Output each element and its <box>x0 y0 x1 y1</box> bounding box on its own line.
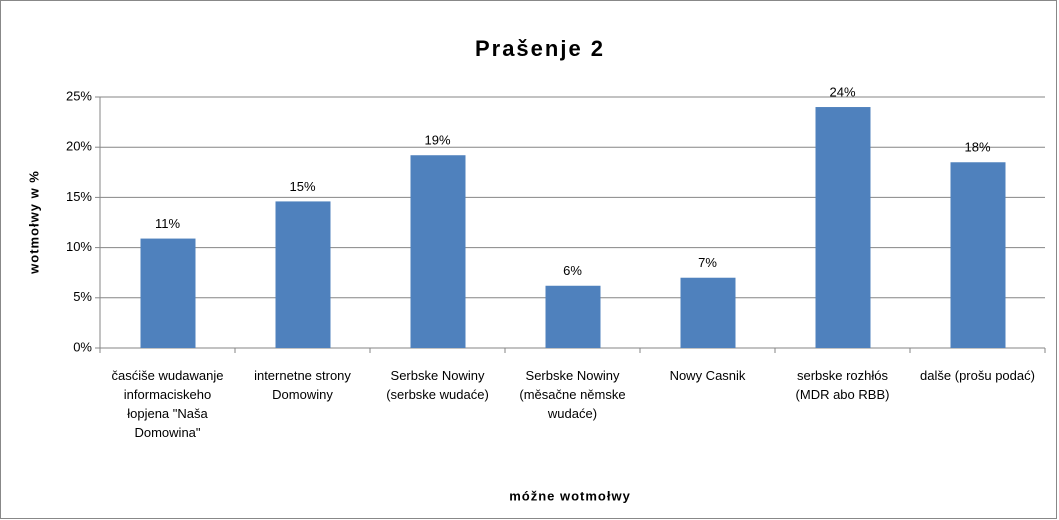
value-label: 19% <box>424 133 450 148</box>
bar <box>815 107 871 348</box>
value-label: 24% <box>829 84 855 99</box>
bar <box>140 238 196 348</box>
x-tick-label: dalše (prošu podać) <box>920 368 1035 383</box>
chart-title: Prašenje 2 <box>475 36 605 61</box>
bar <box>950 162 1006 348</box>
bar <box>680 277 736 348</box>
y-tick-label: 15% <box>66 189 92 204</box>
y-tick-label: 25% <box>66 88 92 103</box>
x-tick-label: Serbske Nowiny (měsačne němske wudaće) <box>519 368 626 421</box>
y-tick-label: 5% <box>73 289 92 304</box>
y-axis-label: wotmołwy w % <box>26 170 41 275</box>
y-tick-label: 20% <box>66 139 92 154</box>
x-tick-label: Nowy Casnik <box>669 368 746 383</box>
value-label: 18% <box>964 140 990 155</box>
bar <box>275 201 331 348</box>
value-label: 7% <box>698 255 717 270</box>
x-axis-label: móžne wotmołwy <box>509 488 631 503</box>
value-label: 6% <box>563 263 582 278</box>
value-label: 15% <box>289 179 315 194</box>
x-tick-label: internetne strony Domowiny <box>254 368 351 402</box>
value-label: 11% <box>155 216 180 231</box>
bar <box>545 285 601 348</box>
bar <box>410 155 466 348</box>
y-tick-label: 0% <box>73 339 92 354</box>
x-tick-label: serbske rozhłós (MDR abo RBB) <box>795 368 890 402</box>
x-tick-label: časćiše wudawanje informaciskeho łopjena… <box>111 368 224 440</box>
y-tick-label: 10% <box>66 239 92 254</box>
x-tick-label: Serbske Nowiny (serbske wudaće) <box>386 368 489 402</box>
